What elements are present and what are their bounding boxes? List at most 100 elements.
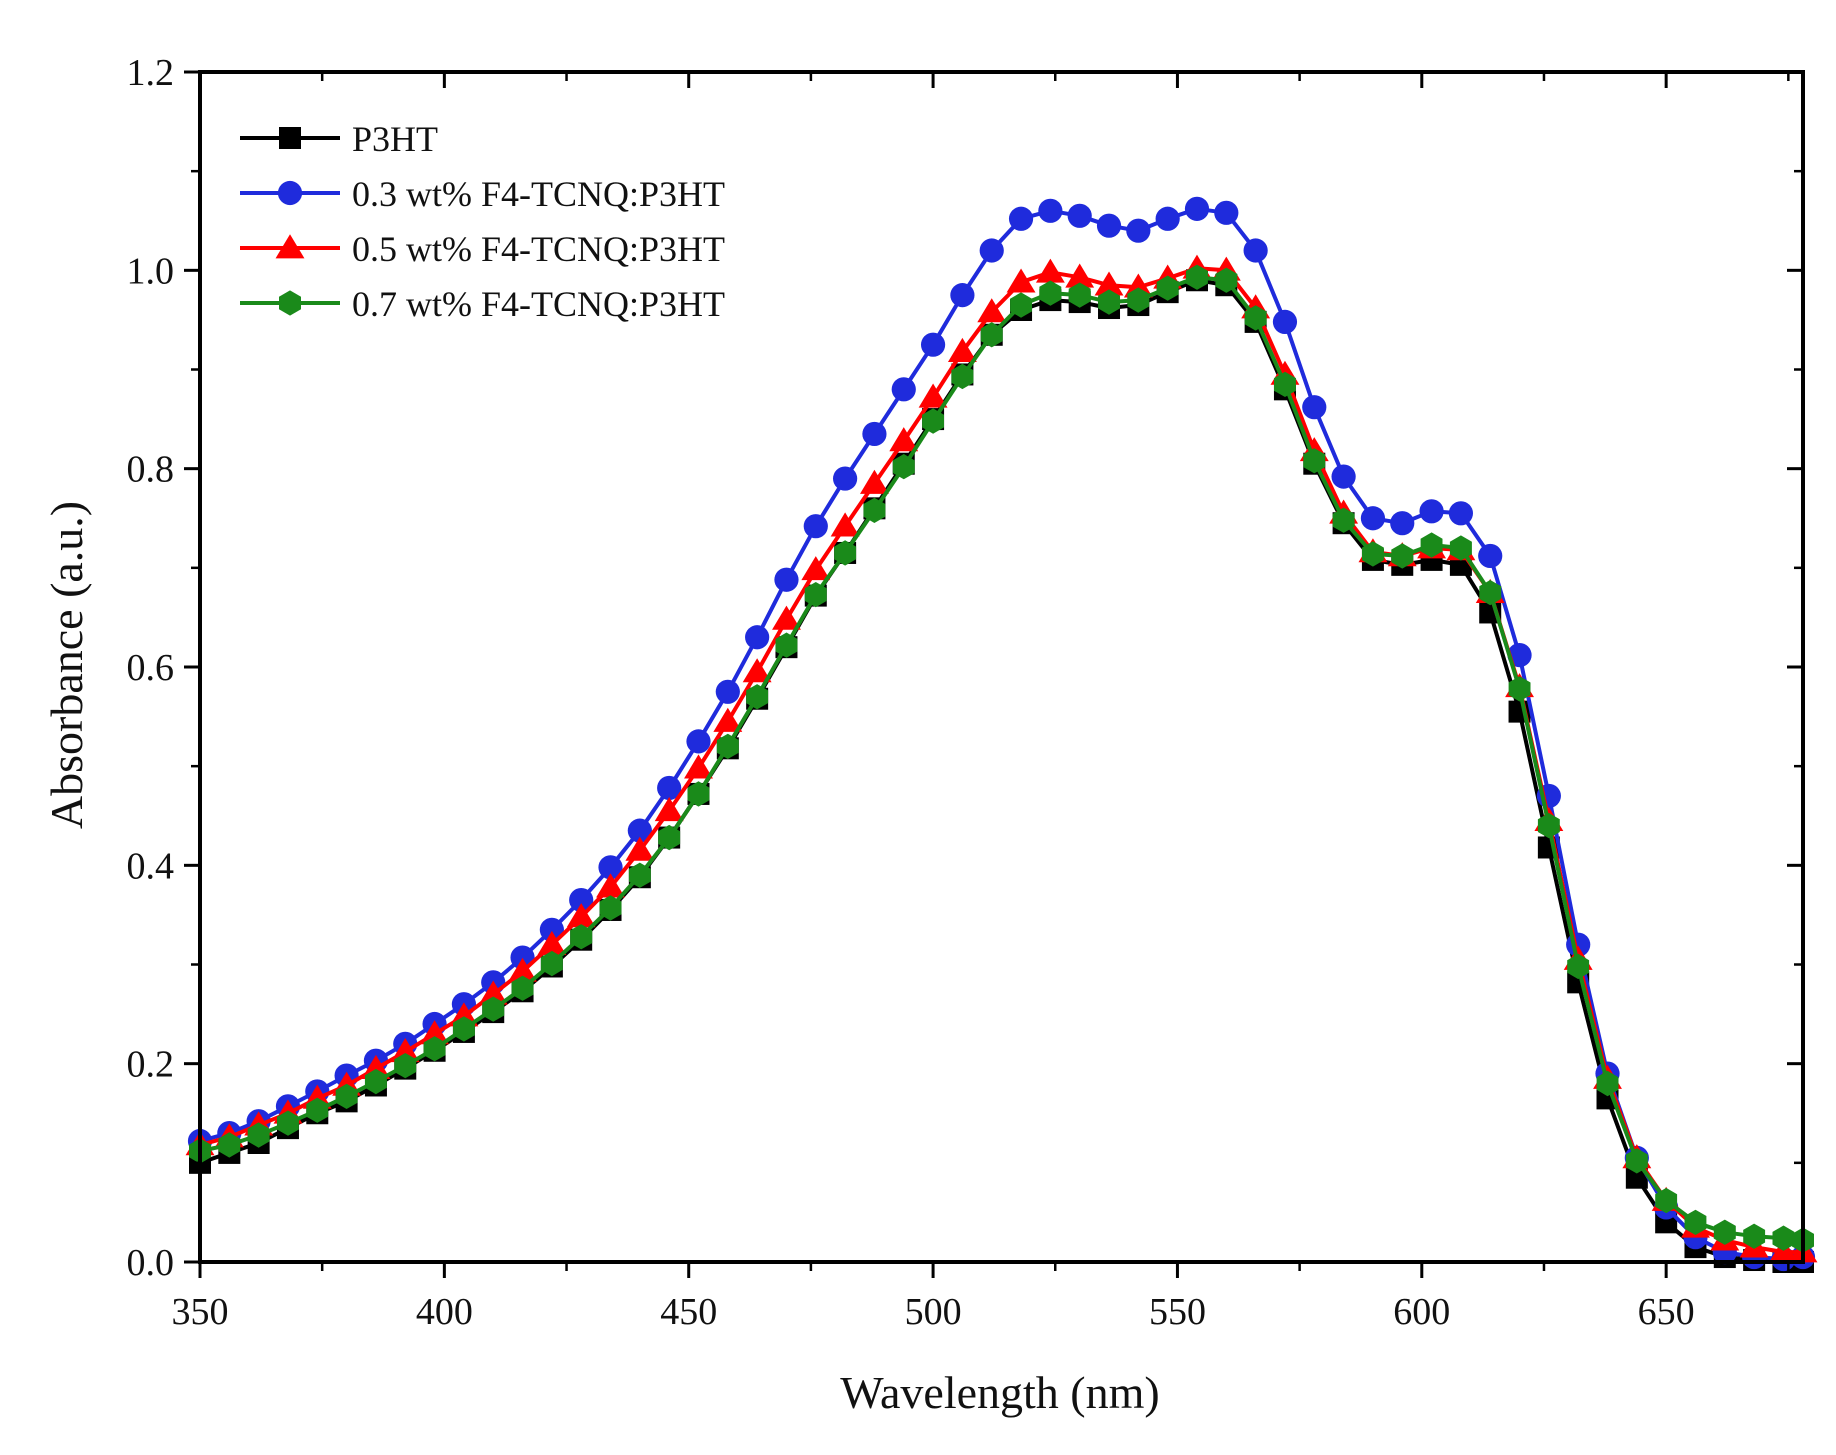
- data-point: [745, 625, 770, 650]
- data-point: [478, 980, 508, 1005]
- data-point: [627, 818, 652, 843]
- legend-label: 0.3 wt% F4-TCNQ:P3HT: [352, 174, 725, 214]
- legend-label: 0.7 wt% F4-TCNQ:P3HT: [352, 284, 725, 324]
- data-point: [1302, 395, 1327, 420]
- legend-swatch-marker: [277, 180, 303, 206]
- data-point: [539, 917, 564, 942]
- data-point: [596, 873, 625, 898]
- y-tick-label: 0.0: [127, 1242, 175, 1284]
- data-point: [1448, 501, 1473, 526]
- series-3: [189, 264, 1814, 1253]
- data-point: [979, 238, 1004, 263]
- data-point: [1186, 264, 1208, 290]
- legend-swatch-marker: [279, 290, 301, 316]
- data-point: [1537, 813, 1560, 839]
- data-point: [977, 298, 1007, 323]
- data-point: [1155, 206, 1180, 231]
- data-point: [1096, 213, 1122, 238]
- data-point: [537, 930, 567, 955]
- data-point: [716, 733, 739, 759]
- data-point: [1274, 371, 1296, 397]
- data-point: [920, 332, 946, 357]
- data-point: [1625, 1166, 1648, 1189]
- data-point: [1215, 267, 1238, 293]
- data-point: [1184, 196, 1210, 221]
- data-point: [566, 903, 596, 928]
- data-point: [1625, 1148, 1648, 1174]
- y-tick-label: 1.2: [127, 52, 175, 94]
- data-point: [804, 582, 827, 608]
- x-tick-label: 350: [172, 1291, 229, 1333]
- data-point: [306, 1097, 329, 1123]
- y-axis-label: Absorbance (a.u.): [41, 501, 92, 829]
- series-line: [199, 266, 1803, 1255]
- data-point: [1065, 263, 1095, 288]
- series-0: [189, 269, 1814, 1273]
- data-point: [247, 1122, 270, 1148]
- data-point: [482, 996, 505, 1022]
- series-line: [199, 278, 1803, 1264]
- data-point: [772, 605, 801, 630]
- data-point: [1039, 280, 1062, 306]
- data-point: [918, 383, 948, 408]
- data-point: [1596, 1070, 1619, 1097]
- legend: P3HT 0.3 wt% F4-TCNQ:P3HT 0.5 wt% F4-TCNQ:…: [240, 119, 725, 324]
- data-point: [449, 1002, 479, 1027]
- legend-item: 0.5 wt% F4-TCNQ:P3HT: [240, 229, 725, 269]
- data-point: [713, 707, 743, 732]
- data-point: [625, 836, 655, 861]
- data-point: [420, 1020, 450, 1045]
- data-point: [654, 797, 684, 822]
- data-point: [774, 567, 799, 592]
- data-point: [980, 322, 1003, 348]
- data-point: [335, 1083, 358, 1109]
- data-point: [1684, 1209, 1707, 1235]
- data-point: [1067, 203, 1092, 228]
- data-point: [570, 924, 593, 950]
- x-tick-label: 400: [416, 1291, 473, 1333]
- x-tick-label: 450: [660, 1291, 717, 1333]
- data-point: [891, 377, 916, 402]
- legend-item: 0.3 wt% F4-TCNQ:P3HT: [240, 174, 725, 214]
- data-point: [892, 454, 915, 480]
- legend-item: 0.7 wt% F4-TCNQ:P3HT: [240, 284, 725, 324]
- data-point: [361, 1054, 391, 1079]
- data-point: [218, 1132, 241, 1158]
- data-point: [1094, 271, 1124, 296]
- data-point: [951, 363, 974, 390]
- data-point: [1303, 448, 1326, 474]
- data-point: [950, 283, 975, 308]
- legend-swatch-marker: [279, 127, 301, 149]
- series-line: [199, 275, 1804, 1243]
- legend-swatch-marker: [275, 234, 305, 259]
- series-2: [185, 254, 1818, 1263]
- data-point: [569, 887, 594, 913]
- data-point: [830, 512, 860, 537]
- data-point: [1331, 464, 1356, 489]
- data-point: [889, 427, 919, 452]
- data-point: [658, 824, 681, 851]
- data-point: [394, 1053, 417, 1079]
- data-point: [803, 514, 828, 539]
- x-tick-label: 600: [1393, 1291, 1450, 1333]
- data-point: [1655, 1187, 1678, 1214]
- series-1: [187, 196, 1816, 1272]
- data-point: [1508, 676, 1531, 702]
- data-point: [1243, 238, 1268, 263]
- data-point: [1098, 289, 1120, 315]
- legend-label: P3HT: [352, 119, 438, 159]
- data-point: [1123, 273, 1153, 298]
- data-point: [1567, 953, 1590, 980]
- data-point: [863, 497, 886, 523]
- data-point: [746, 684, 769, 710]
- data-point: [365, 1068, 387, 1095]
- data-point: [1419, 499, 1444, 524]
- data-point: [862, 421, 887, 447]
- data-point: [947, 337, 977, 362]
- data-point: [1214, 200, 1239, 225]
- x-tick-label: 650: [1638, 1291, 1695, 1333]
- data-point: [628, 862, 651, 888]
- data-point: [1362, 541, 1384, 567]
- data-point: [1360, 506, 1386, 531]
